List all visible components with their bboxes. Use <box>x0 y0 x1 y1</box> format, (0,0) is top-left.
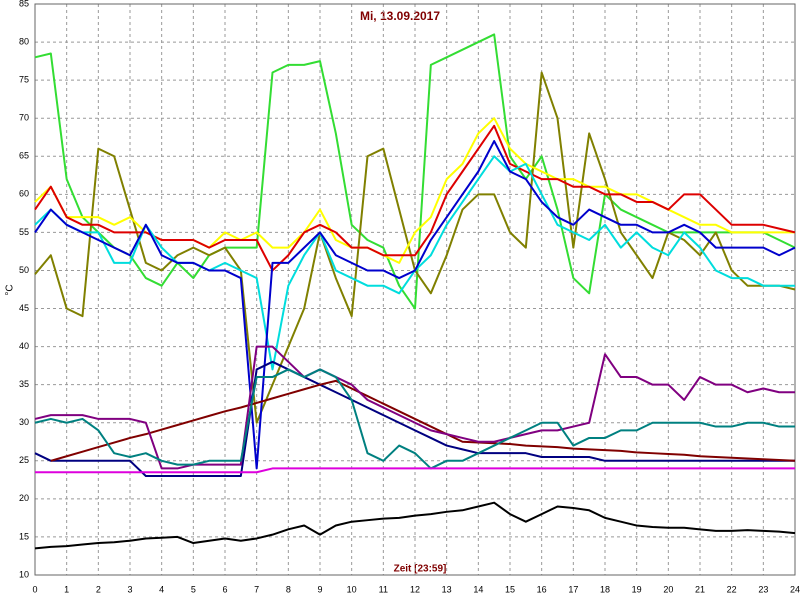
y-tick-label: 20 <box>19 493 29 503</box>
x-tick-label: 21 <box>695 584 705 594</box>
x-tick-label: 11 <box>379 584 388 594</box>
y-tick-label: 60 <box>19 189 29 199</box>
y-tick-label: 80 <box>19 36 29 46</box>
x-axis-label: Zeit [23:59] <box>394 564 447 575</box>
y-tick-label: 10 <box>19 569 29 579</box>
x-tick-label: 20 <box>663 584 673 594</box>
x-tick-label: 2 <box>96 584 101 594</box>
series-line <box>34 368 795 470</box>
y-tick-label: 40 <box>19 341 29 351</box>
x-tick-label: 19 <box>632 584 642 594</box>
y-tick-label: 30 <box>19 417 29 427</box>
x-tick-label: 23 <box>758 584 768 594</box>
x-tick-label: 22 <box>727 584 737 594</box>
x-tick-label: 17 <box>568 584 578 594</box>
y-tick-label: 55 <box>19 227 29 237</box>
series-line <box>34 124 796 272</box>
y-tick-label: 75 <box>19 75 29 85</box>
series-line <box>50 379 796 462</box>
x-tick-label: 0 <box>32 584 37 594</box>
y-tick-label: 15 <box>19 531 29 541</box>
x-tick-label: 14 <box>473 584 483 594</box>
y-tick-label: 35 <box>19 379 29 389</box>
x-tick-label: 4 <box>159 584 164 594</box>
x-tick-label: 3 <box>127 584 132 594</box>
x-tick-label: 18 <box>600 584 610 594</box>
series-line <box>34 140 796 470</box>
x-tick-label: 5 <box>191 584 196 594</box>
x-tick-label: 6 <box>222 584 227 594</box>
x-tick-label: 16 <box>537 584 547 594</box>
x-tick-label: 7 <box>254 584 259 594</box>
x-tick-label: 8 <box>286 584 291 594</box>
x-tick-label: 24 <box>790 584 800 594</box>
x-tick-label: 15 <box>505 584 515 594</box>
series-line <box>34 360 795 478</box>
x-tick-label: 1 <box>64 584 69 594</box>
series-line <box>35 467 795 474</box>
y-tick-label: 25 <box>19 455 29 465</box>
x-tick-label: 10 <box>347 584 357 594</box>
series-line <box>34 501 796 550</box>
series-line <box>34 345 795 470</box>
y-tick-label: 50 <box>19 265 29 275</box>
y-tick-label: 65 <box>19 151 29 161</box>
y-tick-label: 85 <box>19 0 29 8</box>
y-tick-label: 70 <box>19 113 29 123</box>
chart-title: Mi, 13.09.2017 <box>360 9 440 23</box>
x-tick-label: 9 <box>317 584 322 594</box>
y-tick-label: 45 <box>19 303 29 313</box>
y-axis-label: °C <box>5 284 16 295</box>
x-tick-label: 13 <box>442 584 452 594</box>
x-tick-label: 12 <box>410 584 420 594</box>
